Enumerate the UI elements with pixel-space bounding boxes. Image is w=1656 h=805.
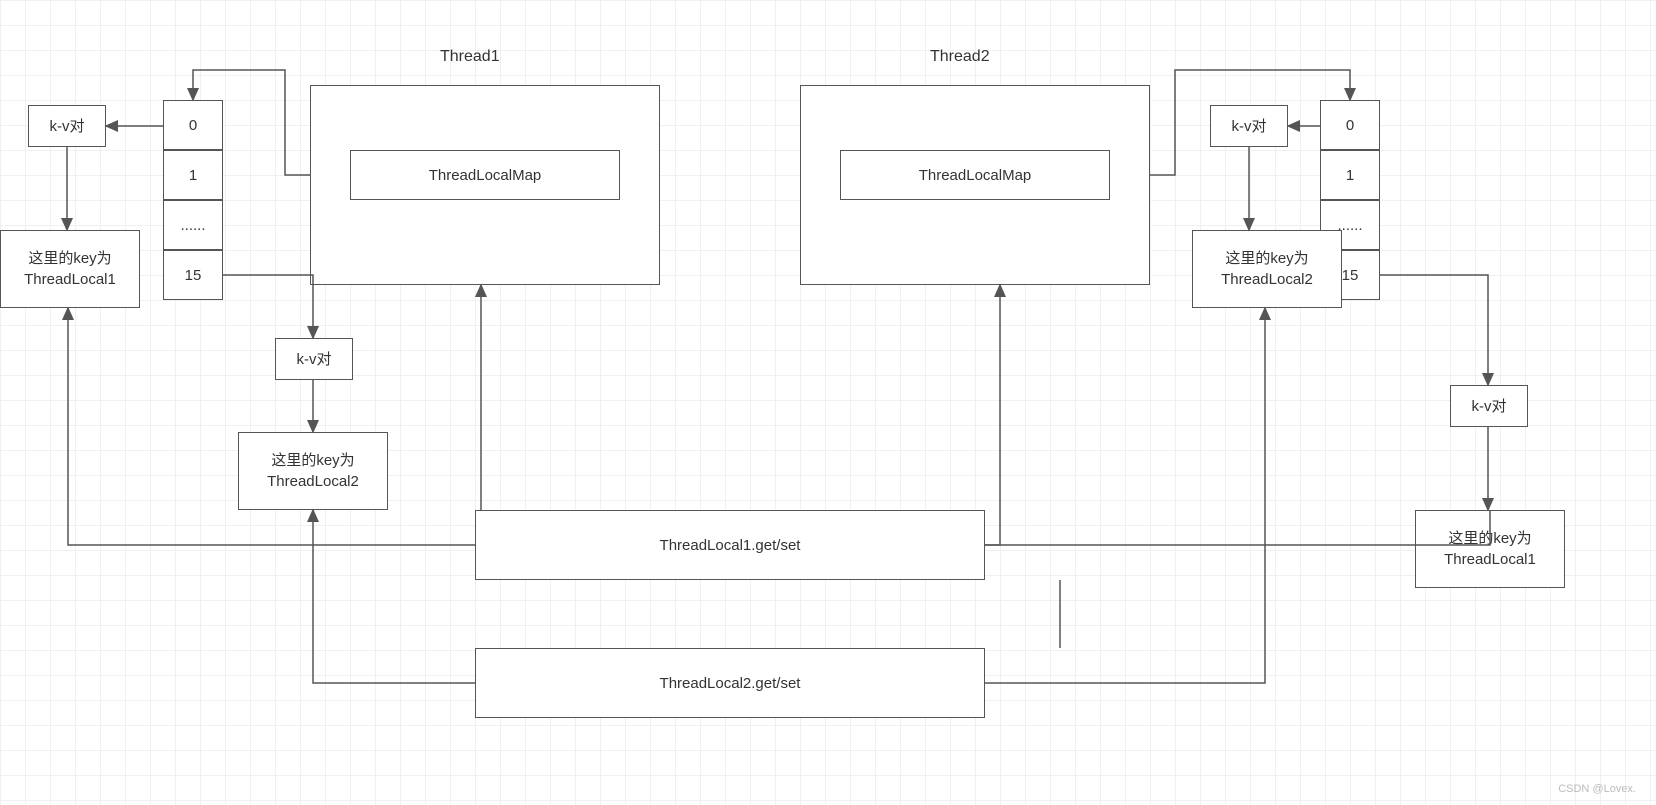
right-kv-bot: k-v对 (1450, 385, 1528, 427)
threadlocal1-getset: ThreadLocal1.get/set (475, 510, 985, 580)
left-key-threadlocal2: 这里的key为ThreadLocal2 (238, 432, 388, 510)
threadlocalmap2: ThreadLocalMap (840, 150, 1110, 200)
right-kv-top: k-v对 (1210, 105, 1288, 147)
left-table-cell-dots: ...... (163, 200, 223, 250)
right-key-threadlocal2: 这里的key为ThreadLocal2 (1192, 230, 1342, 308)
left-key2-text: 这里的key为ThreadLocal2 (267, 450, 359, 492)
left-key-threadlocal1: 这里的key为ThreadLocal1 (0, 230, 140, 308)
right-key2-text: 这里的key为ThreadLocal2 (1221, 248, 1313, 290)
left-kv-bot: k-v对 (275, 338, 353, 380)
left-table-cell-1: 1 (163, 150, 223, 200)
right-table-cell-0: 0 (1320, 100, 1380, 150)
watermark: CSDN @Lovex. (1558, 783, 1636, 795)
threadlocalmap1: ThreadLocalMap (350, 150, 620, 200)
left-table-cell-0: 0 (163, 100, 223, 150)
left-kv-top: k-v对 (28, 105, 106, 147)
thread1-title: Thread1 (440, 48, 500, 66)
left-table-cell-15: 15 (163, 250, 223, 300)
right-key-threadlocal1: 这里的key为ThreadLocal1 (1415, 510, 1565, 588)
threadlocal2-getset: ThreadLocal2.get/set (475, 648, 985, 718)
right-key1-text: 这里的key为ThreadLocal1 (1444, 528, 1536, 570)
thread2-title: Thread2 (930, 48, 990, 66)
left-key1-text: 这里的key为ThreadLocal1 (24, 248, 116, 290)
right-table-cell-1: 1 (1320, 150, 1380, 200)
